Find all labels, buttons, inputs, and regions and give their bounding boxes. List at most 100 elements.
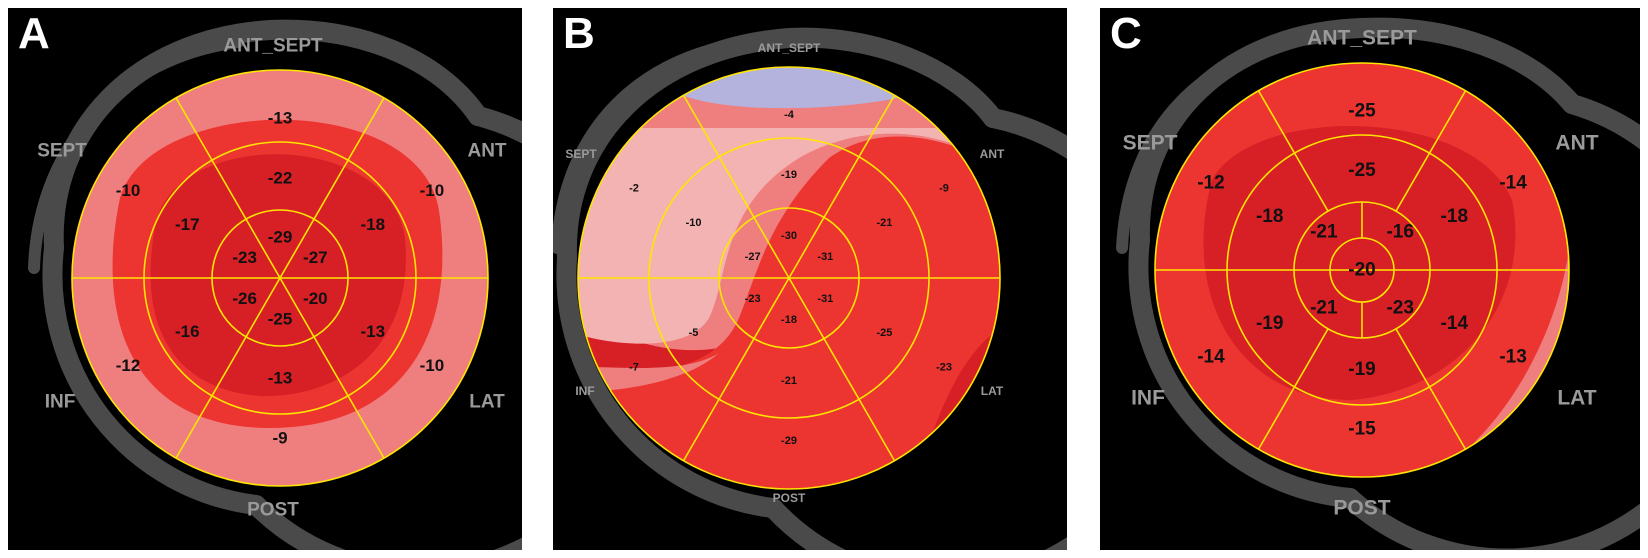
segment-value: -5	[689, 327, 699, 339]
label-top: ANT_SEPT	[1307, 27, 1417, 50]
label-upper-left: SEPT	[37, 141, 87, 162]
segment-value: -25	[877, 327, 893, 339]
ring-arc	[556, 27, 1003, 268]
segment-value: -26	[232, 289, 257, 308]
segment-value: -18	[781, 314, 797, 326]
grid-line	[788, 277, 896, 462]
grid-line	[788, 94, 896, 279]
segment-value: -23	[232, 248, 257, 267]
segment-value: -14	[1499, 172, 1527, 193]
label-upper-left: SEPT	[565, 147, 597, 161]
segment-grid	[1154, 62, 1570, 478]
bullseye-plot-a: -13 -22 -10 -18 -10 -13 -9 -13 -12 -16 -10 -17 -29 -2…	[28, 19, 522, 550]
ring-arc	[1129, 17, 1582, 250]
outer-ring-b	[553, 27, 1067, 550]
grid-line	[175, 97, 281, 279]
segment-value: -15	[1348, 419, 1376, 440]
label-bottom: POST	[773, 491, 806, 505]
bullseye-panel-b: -4 -19 -9 -21 -23 -25 -29 -21 -7 -5 -2 -10 -30 -31 -31…	[553, 8, 1067, 550]
outer-ring-c	[1116, 17, 1640, 550]
segment-value: -16	[1386, 221, 1413, 242]
ring-arc	[1128, 230, 1360, 508]
color-region-red	[578, 136, 1000, 489]
grid-line	[175, 277, 281, 459]
label-top: ANT_SEPT	[223, 36, 323, 57]
segment-value: -31	[817, 251, 833, 263]
segment-value: -18	[1441, 206, 1468, 227]
orientation-labels: ANT_SEPT SEPT ANT INF LAT POST	[37, 36, 507, 521]
segment-value: -23	[745, 293, 761, 305]
segment-value: -21	[1310, 221, 1338, 242]
segment-value: -13	[360, 322, 385, 341]
segment-value: -7	[629, 362, 639, 374]
segment-value: -31	[817, 293, 833, 305]
grid-line	[682, 94, 790, 279]
grid-line	[1257, 328, 1329, 450]
segment-values: -25-25-14-18-13-14-15-19-14-19-12-18-21-…	[1197, 100, 1527, 439]
segment-value: -19	[781, 169, 797, 181]
segment-grid	[577, 66, 1001, 490]
grid-line	[1257, 90, 1329, 212]
ring-arc	[42, 238, 266, 515]
grid-line	[279, 97, 385, 279]
segment-value: -23	[1386, 298, 1413, 319]
segment-values: -4 -19 -9 -21 -23 -25 -29 -21 -7 -5 -2 -10 -30 -31 -31…	[629, 109, 952, 447]
label-lower-left: INF	[45, 392, 76, 413]
bullseye-plot-b: -4 -19 -9 -21 -23 -25 -29 -21 -7 -5 -2 -10 -30 -31 -31…	[553, 27, 1067, 550]
label-bottom: POST	[247, 500, 299, 521]
segment-values: -13 -22 -10 -18 -10 -13 -9 -13 -12 -16 -10 -17 -29 -2…	[116, 109, 444, 448]
segment-value: -17	[175, 215, 200, 234]
segment-value: -9	[272, 428, 287, 447]
panel-letter-c: C	[1110, 9, 1142, 58]
panel-letter-b: B	[563, 9, 595, 58]
label-lower-left: INF	[1131, 387, 1165, 410]
segment-value: -20	[303, 289, 328, 308]
segment-value: -25	[268, 309, 293, 328]
grid-line	[279, 277, 385, 459]
segment-value: -20	[1348, 260, 1375, 281]
segment-value: -30	[781, 230, 797, 242]
segment-value: -14	[1197, 347, 1225, 368]
color-region-deep-red	[1203, 126, 1516, 400]
ring-arc	[556, 248, 783, 518]
segment-value: -21	[877, 217, 893, 229]
segment-value: -18	[360, 215, 385, 234]
segment-value: -10	[686, 217, 702, 229]
outer-ring-a	[28, 19, 522, 550]
grid-line	[1395, 90, 1467, 212]
segment-value: -29	[268, 228, 293, 247]
segment-value: -10	[116, 181, 141, 200]
segment-value: -29	[781, 435, 797, 447]
segment-grid	[71, 69, 489, 487]
ring-arc	[1116, 32, 1322, 254]
segment-value: -14	[1441, 313, 1469, 334]
segment-value: -25	[1348, 100, 1376, 121]
label-bottom: POST	[1333, 497, 1390, 520]
label-top: ANT_SEPT	[758, 41, 821, 55]
label-upper-left: SEPT	[1123, 132, 1178, 155]
segment-value: -19	[1256, 313, 1283, 334]
grid-line	[682, 277, 790, 462]
segment-value: -4	[784, 109, 795, 121]
segment-value: -18	[1256, 206, 1283, 227]
bullseye-panel-c: -25 -25 -14 -18 -13 -14 -15 -19 -14 -19 -12 -18 -21-…	[1100, 8, 1640, 550]
segment-value: -12	[116, 356, 141, 375]
segment-value: -2	[629, 182, 639, 194]
panel-letter-a: A	[18, 9, 50, 58]
label-upper-right: ANT	[467, 141, 506, 162]
segment-value: -21	[781, 375, 797, 387]
segment-value: -19	[1348, 359, 1375, 380]
label-lower-right: LAT	[469, 392, 505, 413]
segment-value: -13	[1499, 347, 1526, 368]
segment-value: -10	[420, 356, 445, 375]
segment-value: -13	[268, 368, 293, 387]
segment-value: -25	[1348, 160, 1376, 181]
color-region-lavender	[659, 67, 919, 109]
grid-line	[1395, 328, 1467, 450]
label-lower-left: INF	[575, 384, 594, 398]
segment-value: -22	[268, 169, 293, 188]
orientation-labels: ANT_SEPT SEPT ANT INF LAT POST	[1123, 27, 1599, 520]
segment-value: -9	[939, 182, 949, 194]
bullseye-plot-c: -25-25-14-18-13-14-15-19-14-19-12-18-21-…	[1116, 17, 1640, 550]
label-lower-right: LAT	[1557, 387, 1596, 410]
